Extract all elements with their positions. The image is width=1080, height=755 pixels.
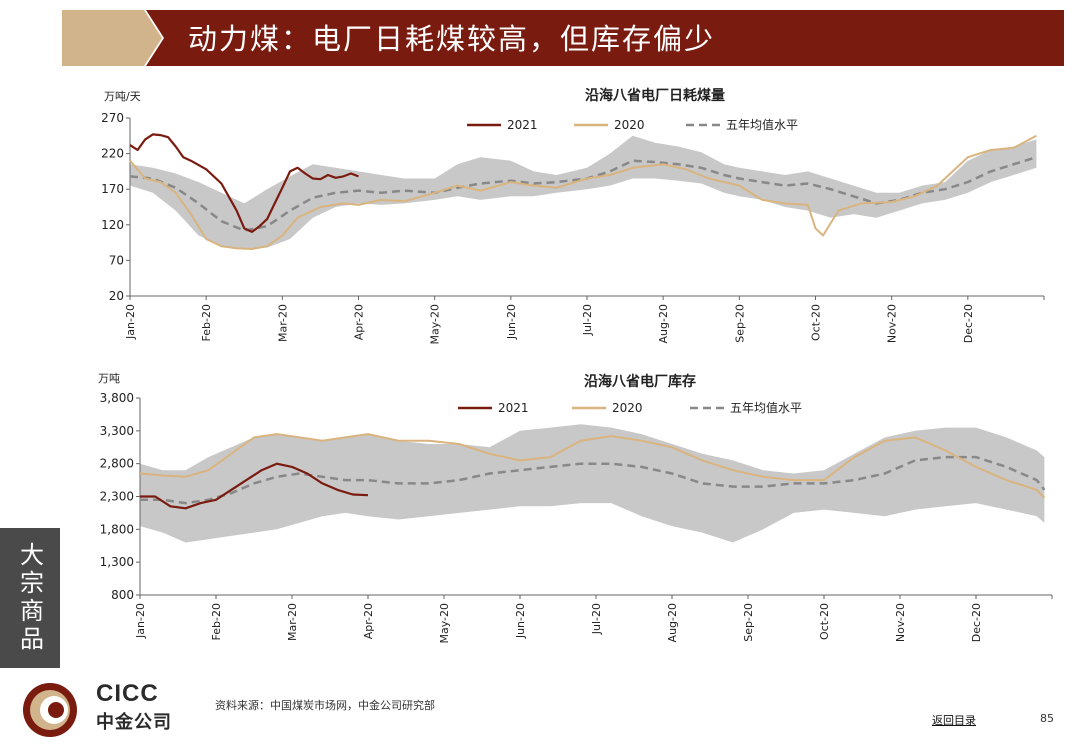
x-tick-label: Aug-20 bbox=[666, 603, 679, 642]
series-line-2020 bbox=[139, 433, 1046, 499]
x-tick-label: Jun-20 bbox=[514, 603, 527, 639]
x-tick-label: Apr-20 bbox=[353, 304, 366, 340]
x-tick-label: Oct-20 bbox=[818, 603, 831, 640]
y-tick-label: 2,800 bbox=[100, 457, 134, 471]
legend-label: 2021 bbox=[498, 401, 529, 415]
series-line-2020 bbox=[129, 134, 1037, 250]
x-tick-label: Oct-20 bbox=[810, 304, 823, 341]
legend-label: 五年均值水平 bbox=[730, 400, 802, 415]
y-tick-label: 2,300 bbox=[100, 490, 134, 504]
y-tick-label: 120 bbox=[101, 218, 124, 232]
x-tick-label: Sep-20 bbox=[733, 304, 746, 343]
x-tick-label: Mar-20 bbox=[286, 603, 299, 641]
range-band bbox=[130, 135, 1037, 250]
x-tick-label: Feb-20 bbox=[200, 304, 213, 341]
side-section-tab[interactable]: 大宗商品 bbox=[0, 528, 60, 668]
series-line-five-year-avg bbox=[129, 156, 1037, 232]
x-tick-label: May-20 bbox=[438, 603, 451, 644]
y-tick-label: 3,800 bbox=[100, 391, 134, 405]
y-unit-label: 万吨/天 bbox=[104, 90, 141, 103]
series-line-2021 bbox=[129, 133, 359, 233]
y-tick-label: 270 bbox=[101, 111, 124, 125]
x-tick-label: Jan-20 bbox=[124, 304, 137, 340]
x-tick-label: Aug-20 bbox=[657, 304, 670, 343]
page-number: 85 bbox=[1040, 712, 1054, 725]
x-tick-label: Sep-20 bbox=[742, 603, 755, 642]
y-tick-label: 3,300 bbox=[100, 424, 134, 438]
y-tick-label: 800 bbox=[111, 588, 134, 602]
x-tick-label: Jun-20 bbox=[505, 304, 518, 340]
side-section-label: 大宗商品 bbox=[15, 542, 44, 654]
cicc-logo-icon bbox=[23, 683, 77, 737]
series-line-five-year-avg bbox=[140, 455, 1046, 505]
header-dark-red-block bbox=[146, 10, 1064, 66]
y-tick-label: 20 bbox=[109, 289, 124, 303]
y-tick-label: 70 bbox=[109, 253, 124, 267]
series-line-2021 bbox=[140, 462, 369, 510]
x-tick-label: Jul-20 bbox=[581, 304, 594, 336]
x-tick-label: Jan-20 bbox=[134, 603, 147, 639]
x-tick-label: Apr-20 bbox=[362, 603, 375, 639]
range-band bbox=[140, 424, 1045, 543]
x-tick-label: Nov-20 bbox=[894, 603, 907, 642]
x-tick-label: Dec-20 bbox=[962, 304, 975, 343]
y-tick-label: 170 bbox=[101, 182, 124, 196]
x-tick-label: Nov-20 bbox=[886, 304, 899, 343]
header-banner bbox=[62, 10, 1064, 66]
page-title: 动力煤：电厂日耗煤较高，但库存偏少 bbox=[188, 22, 716, 56]
legend-label: 五年均值水平 bbox=[726, 117, 798, 132]
logo-text-cn: 中金公司 bbox=[96, 712, 172, 733]
x-tick-label: Mar-20 bbox=[276, 304, 289, 342]
chart-title: 沿海八省电厂库存 bbox=[584, 373, 696, 390]
x-tick-label: May-20 bbox=[429, 304, 442, 345]
logo-text-en: CICC bbox=[96, 680, 159, 707]
source-note: 资料来源：中国煤炭市场网，中金公司研究部 bbox=[215, 699, 435, 712]
y-tick-label: 1,300 bbox=[100, 555, 134, 569]
back-to-contents-link[interactable]: 返回目录 bbox=[932, 714, 976, 727]
legend-label: 2020 bbox=[612, 401, 643, 415]
y-tick-label: 220 bbox=[101, 147, 124, 161]
y-tick-label: 1,800 bbox=[100, 522, 134, 536]
x-tick-label: Dec-20 bbox=[970, 603, 983, 642]
header-tan-block bbox=[62, 10, 162, 66]
y-unit-label: 万吨 bbox=[98, 372, 120, 385]
chart-title: 沿海八省电厂日耗煤量 bbox=[585, 87, 725, 104]
legend-label: 2020 bbox=[614, 118, 645, 132]
x-tick-label: Jul-20 bbox=[590, 603, 603, 635]
legend-label: 2021 bbox=[507, 118, 538, 132]
chart-coal-inventory: 沿海八省电厂库存 万吨 800 1,300 1,800 2,300 2,800 3,300 3,… bbox=[98, 372, 1053, 644]
chart-daily-coal-consumption: 沿海八省电厂日耗煤量 万吨/天 20 70 120 170 220 270 Jan-20 Feb-… bbox=[101, 87, 1045, 345]
x-tick-label: Feb-20 bbox=[210, 603, 223, 640]
